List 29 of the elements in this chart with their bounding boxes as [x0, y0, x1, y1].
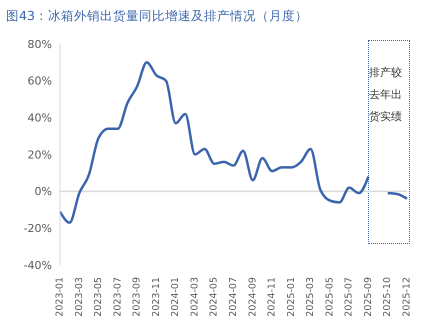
x-tick-label: 2025-05 — [324, 277, 336, 317]
x-tick-label: 2025-12 — [402, 277, 412, 317]
x-tick-label: 2025-01 — [286, 277, 297, 317]
annotation: 排产较去年出货实绩 — [369, 65, 403, 125]
x-tick-label: 2023-03 — [74, 277, 85, 317]
x-tick-label: 2023-01 — [54, 277, 66, 317]
x-tick-label: 2025-09 — [362, 277, 374, 317]
x-tick-label: 2023-07 — [112, 277, 124, 317]
x-tick-label: 2025-10 — [382, 277, 394, 317]
y-tick-label: -40% — [24, 258, 52, 272]
x-tick-label: 2024-05 — [208, 277, 220, 317]
y-tick-label: -20% — [24, 222, 52, 236]
y-tick-label: 20% — [28, 148, 52, 162]
y-tick-label: 40% — [28, 112, 52, 125]
x-tick-label: 2025-07 — [344, 277, 355, 317]
x-tick-label: 2024-07 — [228, 277, 239, 317]
y-tick-label: 60% — [28, 74, 52, 88]
x-tick-label: 2025-03 — [305, 277, 316, 317]
x-tick-label: 2024-01 — [170, 277, 182, 317]
x-tick-label: 2024-03 — [189, 277, 200, 317]
x-tick-label: 2024-11 — [266, 277, 278, 317]
x-tick-label: 2024-09 — [247, 277, 258, 317]
y-tick-label: 0% — [34, 185, 52, 198]
y-tick-label: 80% — [28, 38, 52, 51]
x-tick-label: 2023-11 — [150, 277, 162, 317]
chart-title: 图43：冰箱外销出货量同比增速及排产情况（月度） — [6, 8, 308, 25]
line-series — [58, 61, 370, 224]
x-tick-label: 2023-09 — [132, 277, 143, 317]
x-tick-label: 2023-05 — [93, 277, 104, 317]
